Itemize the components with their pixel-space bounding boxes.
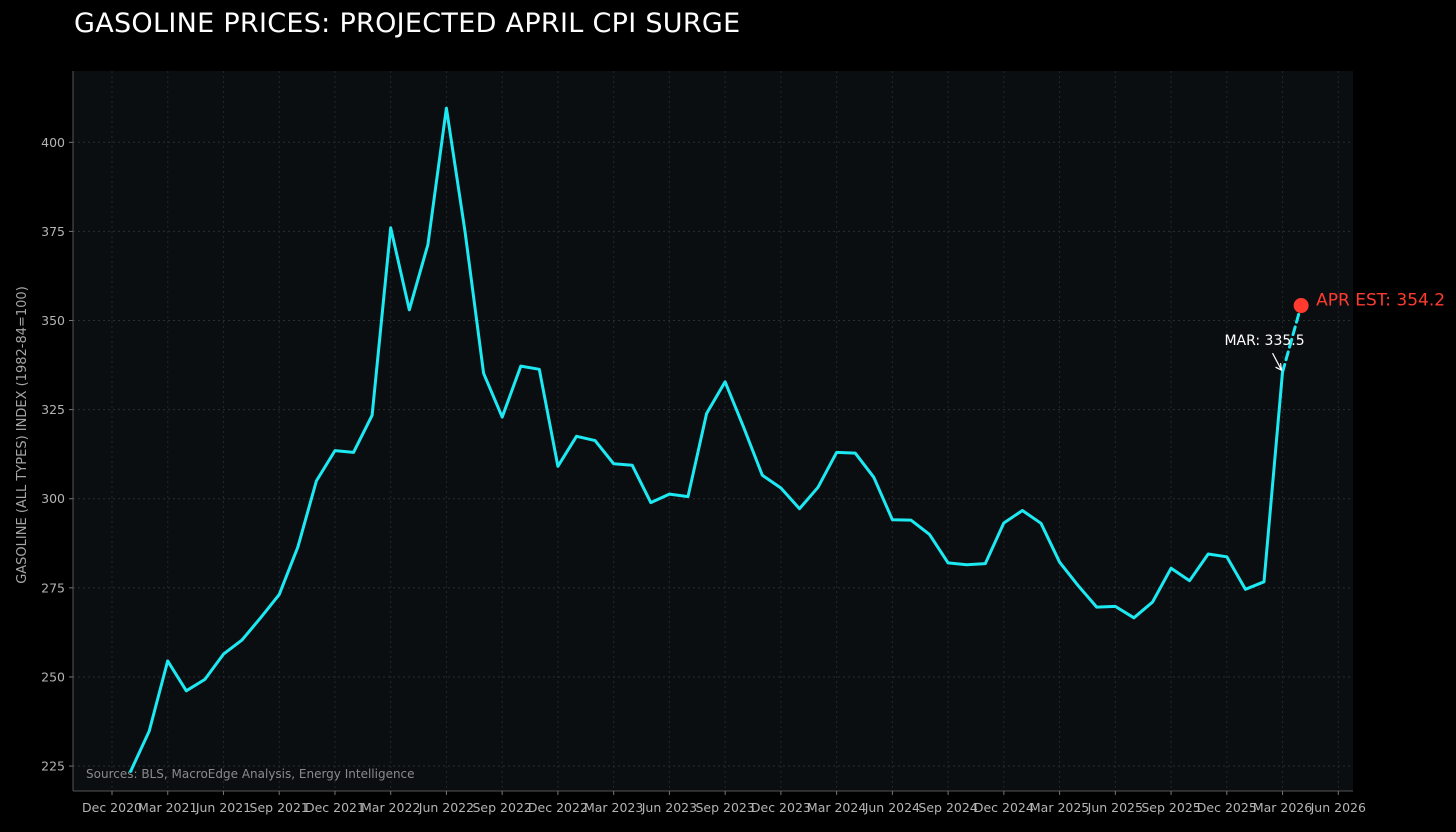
y-axis-label: GASOLINE (ALL TYPES) INDEX (1982-84=100) <box>15 286 30 584</box>
y-tick-label: 375 <box>41 224 65 239</box>
x-tick-label: Jun 2023 <box>641 800 697 815</box>
mar-arrow-head <box>1275 363 1283 372</box>
x-tick-label: Dec 2021 <box>305 800 365 815</box>
x-tick-label: Dec 2024 <box>974 800 1034 815</box>
x-tick-label: Sep 2022 <box>473 800 532 815</box>
x-tick-label: Sep 2023 <box>695 800 754 815</box>
y-tick-label: 275 <box>41 580 65 595</box>
series-layer <box>129 106 1303 773</box>
x-tick-label: Mar 2026 <box>1253 800 1312 815</box>
x-tick-label: Dec 2023 <box>751 800 811 815</box>
y-tick-label: 225 <box>41 759 65 774</box>
mar-value-label: MAR: 335.5 <box>1224 333 1304 349</box>
grid-lines <box>73 71 1353 791</box>
y-tick-label: 400 <box>41 135 65 150</box>
annotations: APR EST: 354.2 MAR: 335.5 <box>1224 291 1445 372</box>
y-tick-label: 325 <box>41 402 65 417</box>
y-tick-label: 300 <box>41 491 65 506</box>
x-tick-label: Sep 2024 <box>918 800 977 815</box>
y-tick-label: 250 <box>41 669 65 684</box>
apr-estimate-marker <box>1293 298 1309 314</box>
x-tick-label: Sep 2021 <box>250 800 309 815</box>
x-tick-label: Mar 2023 <box>584 800 643 815</box>
x-tick-label: Sep 2025 <box>1141 800 1200 815</box>
series-line-gasoline-cpi <box>129 106 1284 773</box>
y-axis-ticks: 225 250 275 300 325 350 375 400 <box>41 135 73 774</box>
apr-estimate-label: APR EST: 354.2 <box>1316 291 1445 311</box>
mar-arrow-shaft <box>1272 352 1283 371</box>
x-tick-label: Mar 2024 <box>807 800 866 815</box>
x-tick-label: Jun 2021 <box>195 800 251 815</box>
series-line-april-estimate <box>1281 304 1303 374</box>
plot-background <box>73 71 1353 791</box>
x-tick-label: Jun 2022 <box>418 800 474 815</box>
x-tick-label: Mar 2025 <box>1030 800 1089 815</box>
x-tick-label: Jun 2026 <box>1310 800 1366 815</box>
source-note: Sources: BLS, MacroEdge Analysis, Energy… <box>86 767 415 781</box>
x-tick-label: Dec 2025 <box>1197 800 1257 815</box>
x-tick-label: Jun 2024 <box>864 800 920 815</box>
chart-title: GASOLINE PRICES: PROJECTED APRIL CPI SUR… <box>74 8 741 39</box>
x-tick-label: Jun 2025 <box>1087 800 1143 815</box>
y-tick-label: 350 <box>41 313 65 328</box>
x-tick-label: Mar 2021 <box>138 800 197 815</box>
x-tick-label: Mar 2022 <box>361 800 420 815</box>
x-tick-label: Dec 2022 <box>528 800 588 815</box>
x-tick-label: Dec 2020 <box>82 800 142 815</box>
